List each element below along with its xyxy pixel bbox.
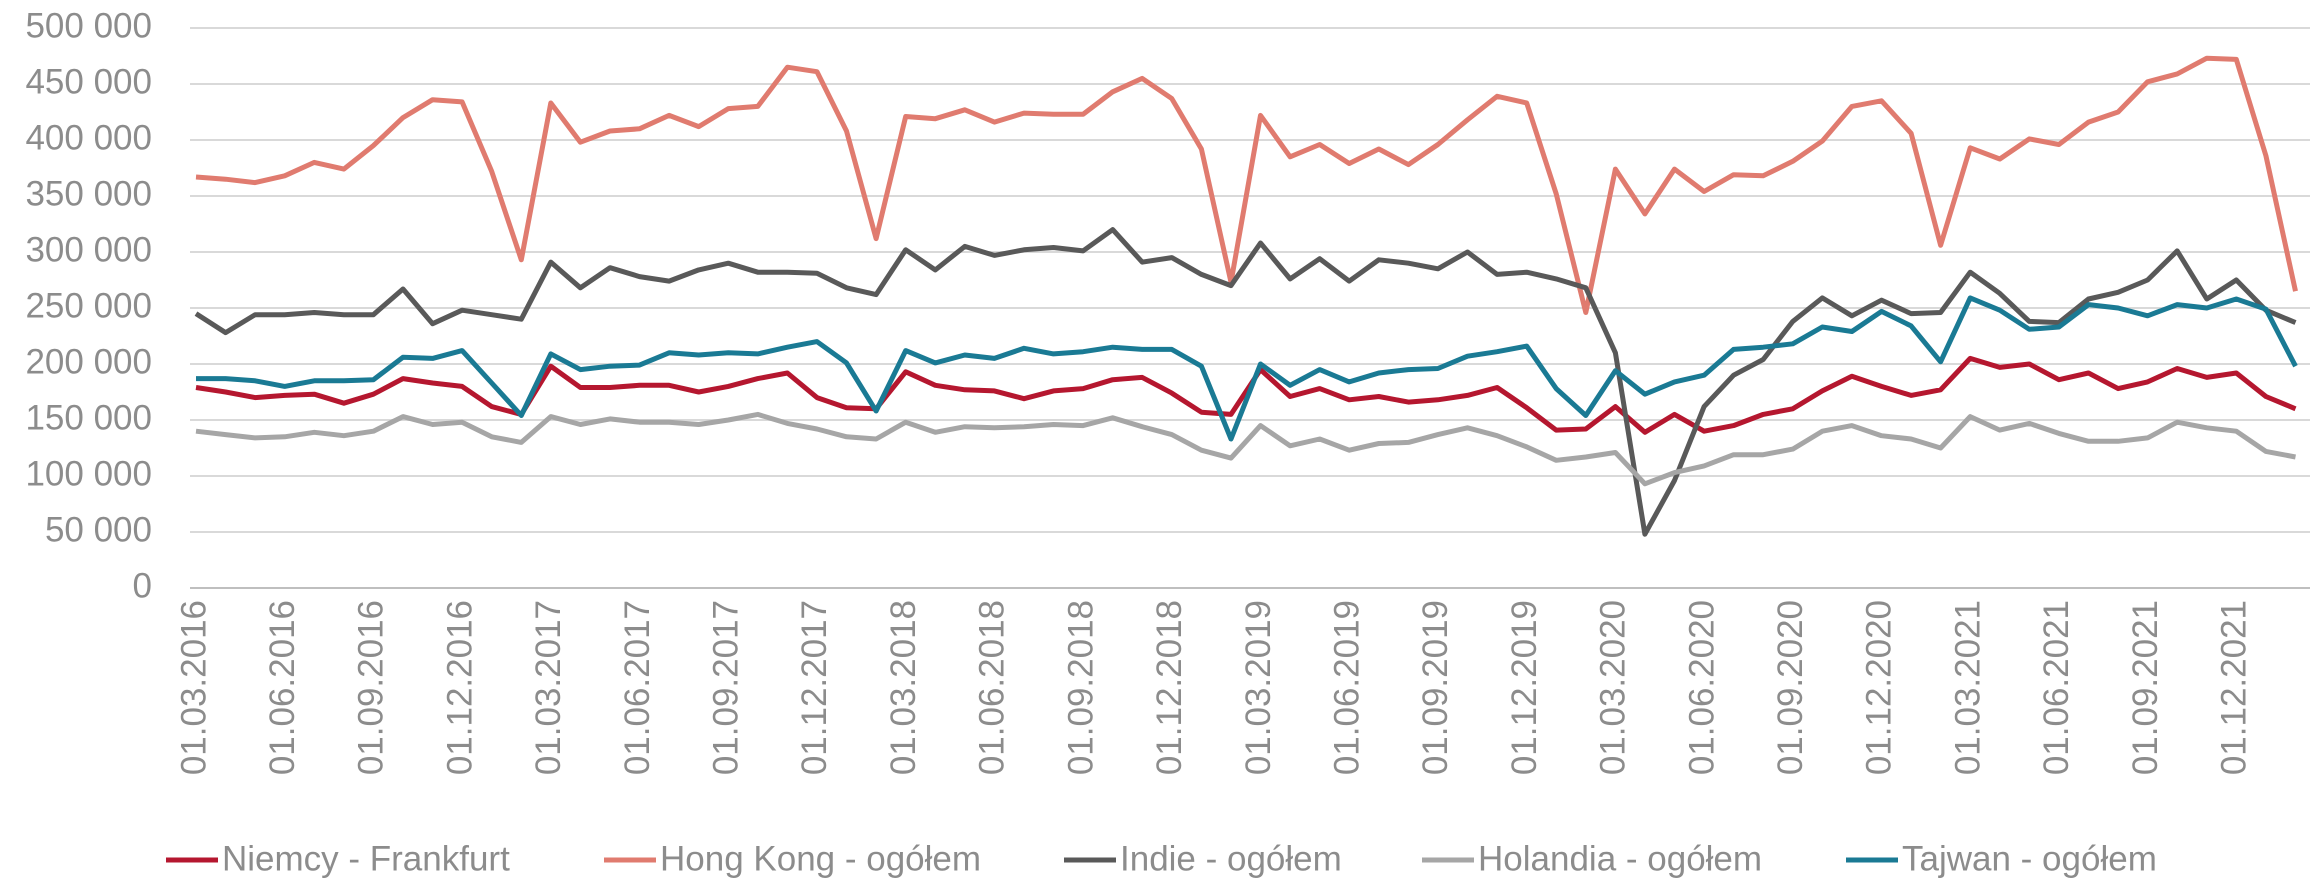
x-tick-label: 01.03.2016 [174,600,213,775]
y-tick-label: 400 000 [25,118,152,157]
x-tick-label: 01.09.2021 [2126,600,2165,775]
x-tick-label: 01.12.2018 [1150,600,1189,775]
legend-label: Tajwan - ogółem [1902,839,2157,878]
y-tick-label: 450 000 [25,62,152,101]
x-tick-label: 01.06.2020 [1682,600,1721,775]
x-tick-label: 01.06.2018 [973,600,1012,775]
legend-label: Holandia - ogółem [1478,839,1762,878]
x-tick-label: 01.09.2019 [1416,600,1455,775]
series-line [196,295,2298,442]
series-line [194,227,2297,537]
y-tick-label: 200 000 [25,342,152,381]
series-line [195,355,2297,435]
x-tick-label: 01.03.2018 [884,600,923,775]
x-tick-label: 01.12.2019 [1505,600,1544,775]
x-tick-label: 01.09.2017 [707,600,746,775]
y-tick-label: 300 000 [25,230,152,269]
x-tick-label: 01.06.2019 [1327,600,1366,775]
x-tick-label: 01.06.2021 [2037,600,2076,775]
series-line [195,55,2298,315]
x-tick-label: 01.03.2019 [1239,600,1278,775]
x-tick-label: 01.09.2018 [1061,600,1100,775]
x-tick-label: 01.09.2020 [1771,600,1810,775]
legend-label: Indie - ogółem [1120,839,1342,878]
legend-label: Hong Kong - ogółem [660,839,981,878]
x-tick-label: 01.12.2017 [795,600,834,775]
legend-label: Niemcy - Frankfurt [222,839,510,878]
x-tick-label: 01.06.2016 [263,600,302,775]
y-tick-label: 150 000 [25,398,152,437]
x-tick-label: 01.03.2020 [1594,600,1633,775]
y-tick-label: 250 000 [25,286,152,325]
y-tick-label: 50 000 [45,510,152,549]
y-tick-label: 0 [133,566,152,605]
x-tick-label: 01.03.2021 [1948,600,1987,775]
x-tick-label: 01.12.2021 [2215,600,2254,775]
y-tick-label: 350 000 [25,174,152,213]
x-tick-label: 01.03.2017 [529,600,568,775]
x-tick-label: 01.06.2017 [618,600,657,775]
y-tick-label: 500 000 [25,6,152,45]
series-line [195,411,2296,487]
x-tick-label: 01.12.2020 [1860,600,1899,775]
y-tick-label: 100 000 [25,454,152,493]
x-tick-label: 01.09.2016 [352,600,391,775]
x-tick-label: 01.12.2016 [440,600,479,775]
